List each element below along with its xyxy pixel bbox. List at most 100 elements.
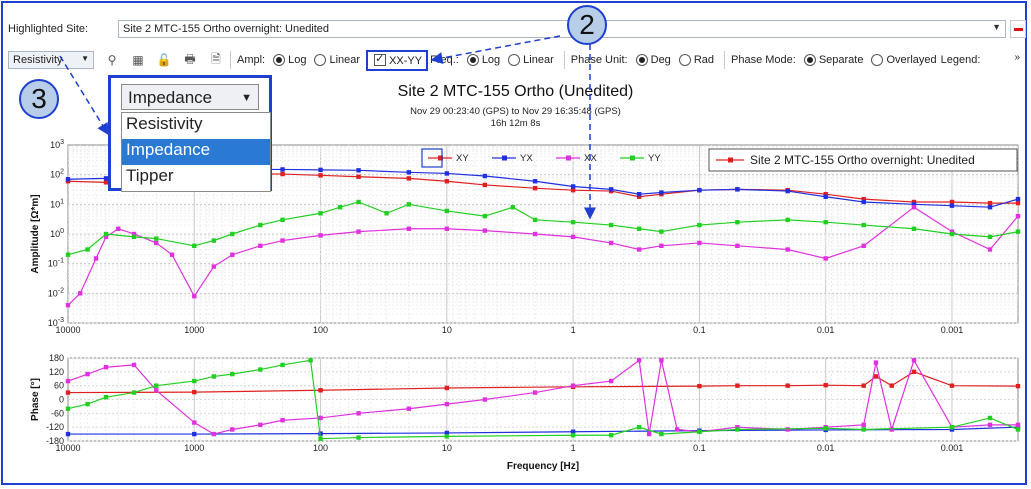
amplitude-y-tick: 10-1 (48, 258, 64, 269)
option-tipper[interactable]: Tipper (126, 166, 174, 185)
phase-point-yy (697, 429, 702, 434)
amplitude-point-yy (861, 222, 866, 228)
amplitude-point-xx (103, 234, 109, 240)
amplitude-point-xx (949, 229, 955, 234)
phase-y-tick: 60 (54, 381, 64, 391)
phase-unit-label: Phase Unit: (570, 54, 628, 66)
mode-dropdown-head[interactable]: Impedance ▼ (121, 84, 259, 110)
highlighted-site-combo[interactable]: Site 2 MTC-155 Ortho overnight: Unedited… (118, 20, 1006, 38)
phase-y-tick: -180 (46, 436, 64, 446)
amplitude-point-yx (987, 205, 993, 210)
amplitude-point-xx (93, 256, 99, 261)
unlock-icon[interactable]: 🔓 (156, 53, 172, 67)
amplitude-point-yy (532, 217, 538, 223)
ampl-log-radio[interactable] (273, 54, 286, 66)
amplitude-point-xx (318, 233, 323, 238)
amplitude-point-yy (949, 231, 955, 237)
phase-point-yy (103, 394, 109, 400)
phase-point-xx (211, 431, 217, 437)
mode-dropdown-callout: Impedance ▼ Resistivity Impedance Tipper (108, 75, 272, 192)
phase-separate-radio[interactable] (803, 54, 816, 66)
amplitude-point-yy (608, 222, 614, 228)
phase-point-yx (1015, 424, 1021, 430)
phase-rad-radio[interactable] (678, 54, 691, 66)
phase-point-yy (987, 415, 993, 421)
frequency-x-label: Frequency [Hz] (507, 461, 579, 472)
amplitude-y-tick: 103 (50, 139, 64, 150)
phase-point-xy (949, 383, 955, 388)
amplitude-point-yx (636, 191, 642, 197)
amplitude-point-yy (659, 229, 664, 234)
phase-point-xy (318, 388, 323, 393)
amplitude-point-yy (785, 217, 790, 223)
amplitude-point-xx (861, 243, 866, 249)
phase-point-xy (65, 390, 71, 395)
amplitude-point-xy (406, 176, 412, 181)
phase-point-xy (444, 385, 450, 391)
arrow-callout-2-to-checkbox (430, 35, 561, 64)
amplitude-point-yx (570, 184, 576, 189)
amplitude-point-yx (735, 187, 740, 192)
amplitude-point-yx (1015, 196, 1021, 202)
amplitude-point-yx (406, 170, 412, 175)
mode-select[interactable]: Resistivity ▼ (8, 51, 94, 69)
pin-icon[interactable]: ⚲ (107, 53, 117, 67)
freq-log-radio[interactable] (466, 54, 479, 66)
amplitude-y-label: Amplitude [Ω*m] (30, 194, 41, 273)
phase-point-yy (230, 371, 235, 377)
amplitude-point-xy (861, 196, 866, 202)
phase-point-yy (258, 367, 263, 372)
phase-overlayed-label: Overlayed (886, 54, 937, 66)
print-icon[interactable]: 🖶 (184, 51, 196, 66)
callout-3: 3 (19, 79, 59, 119)
legend-label-xy: XY (456, 153, 469, 164)
phase-deg-radio[interactable] (635, 54, 648, 66)
grid-icon[interactable]: ▦ (132, 53, 144, 67)
phase-y-tick: -60 (51, 408, 64, 418)
export-icon[interactable]: 🗎 (211, 51, 221, 66)
phase-x-tick: 0.001 (941, 443, 964, 453)
option-resistivity[interactable]: Resistivity (126, 114, 203, 133)
phase-point-yy (570, 433, 576, 438)
more-toolbar-button[interactable]: » (1014, 52, 1020, 63)
amplitude-point-yy (406, 202, 412, 207)
amplitude-point-yy (570, 219, 576, 225)
phase-x-tick: 0.01 (817, 443, 835, 453)
phase-y-tick: 180 (49, 353, 64, 363)
amplitude-point-yx (482, 173, 488, 179)
amplitude-point-yy (384, 211, 389, 216)
ampl-label: Ampl: (237, 54, 266, 66)
amplitude-point-yx (861, 199, 866, 205)
amplitude-point-xx (697, 240, 702, 246)
amplitude-x-tick: 1 (571, 325, 576, 335)
phase-point-xx (131, 362, 137, 368)
phase-point-xx (230, 427, 235, 432)
callout-2: 2 (567, 5, 607, 45)
amplitude-x-tick: 10000 (55, 325, 80, 335)
site-legend-marker (728, 157, 733, 163)
phase-point-yy (735, 427, 740, 432)
freq-linear-radio[interactable] (508, 54, 521, 66)
amplitude-point-yx (911, 202, 917, 207)
phase-point-yy (823, 426, 828, 431)
ampl-linear-radio[interactable] (314, 54, 327, 66)
phase-overlayed-radio[interactable] (871, 54, 884, 66)
option-impedance[interactable]: Impedance (122, 139, 270, 165)
amplitude-point-xx (608, 240, 614, 246)
amplitude-point-yx (65, 177, 71, 182)
phase-y-tick: 0 (59, 395, 64, 405)
annotation-arrows (59, 35, 596, 220)
amplitude-point-yy (697, 222, 702, 228)
phase-point-xx (280, 418, 285, 423)
amplitude-x-tick: 1000 (184, 325, 204, 335)
xxyy-toggle[interactable]: XX-YY (366, 49, 429, 71)
amplitude-point-xx (823, 256, 828, 261)
xxyy-label: XX-YY (389, 54, 423, 67)
xxyy-checkbox[interactable] (374, 52, 387, 66)
site-legend-box (708, 148, 1018, 172)
amplitude-x-tick: 0.001 (941, 325, 964, 335)
triangle-down-icon: ▼ (241, 92, 252, 104)
amplitude-point-yy (987, 234, 993, 240)
remove-site-button[interactable] (1010, 20, 1026, 38)
plot-title: Site 2 MTC-155 Ortho (Unedited) (397, 83, 634, 100)
